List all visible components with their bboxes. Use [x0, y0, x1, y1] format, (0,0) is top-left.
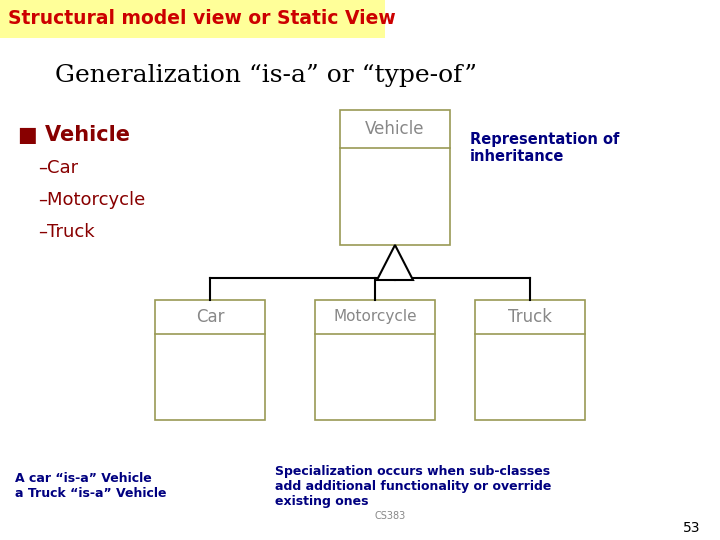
Text: Vehicle: Vehicle: [365, 120, 425, 138]
Bar: [155, 300, 265, 420]
Polygon shape: [377, 245, 413, 280]
Text: Structural model view or Static View: Structural model view or Static View: [8, 10, 396, 29]
Bar: [475, 300, 585, 420]
Text: Representation of
inheritance: Representation of inheritance: [470, 132, 619, 164]
Text: Car: Car: [196, 308, 224, 326]
Bar: [0, 0, 385, 38]
Text: –Car: –Car: [38, 159, 78, 177]
Bar: [315, 300, 435, 420]
Text: –Motorcycle: –Motorcycle: [38, 191, 145, 209]
Text: A car “is-a” Vehicle
a Truck “is-a” Vehicle: A car “is-a” Vehicle a Truck “is-a” Vehi…: [15, 472, 166, 500]
Text: CS383: CS383: [374, 511, 405, 521]
Text: 53: 53: [683, 521, 700, 535]
Bar: [340, 110, 450, 245]
Text: Specialization occurs when sub-classes
add additional functionality or override
: Specialization occurs when sub-classes a…: [275, 465, 552, 508]
Text: Generalization “is-a” or “type-of”: Generalization “is-a” or “type-of”: [55, 64, 477, 86]
Text: Truck: Truck: [508, 308, 552, 326]
Text: –Truck: –Truck: [38, 223, 94, 241]
Text: ■ Vehicle: ■ Vehicle: [18, 125, 130, 145]
Text: Motorcycle: Motorcycle: [333, 309, 417, 325]
